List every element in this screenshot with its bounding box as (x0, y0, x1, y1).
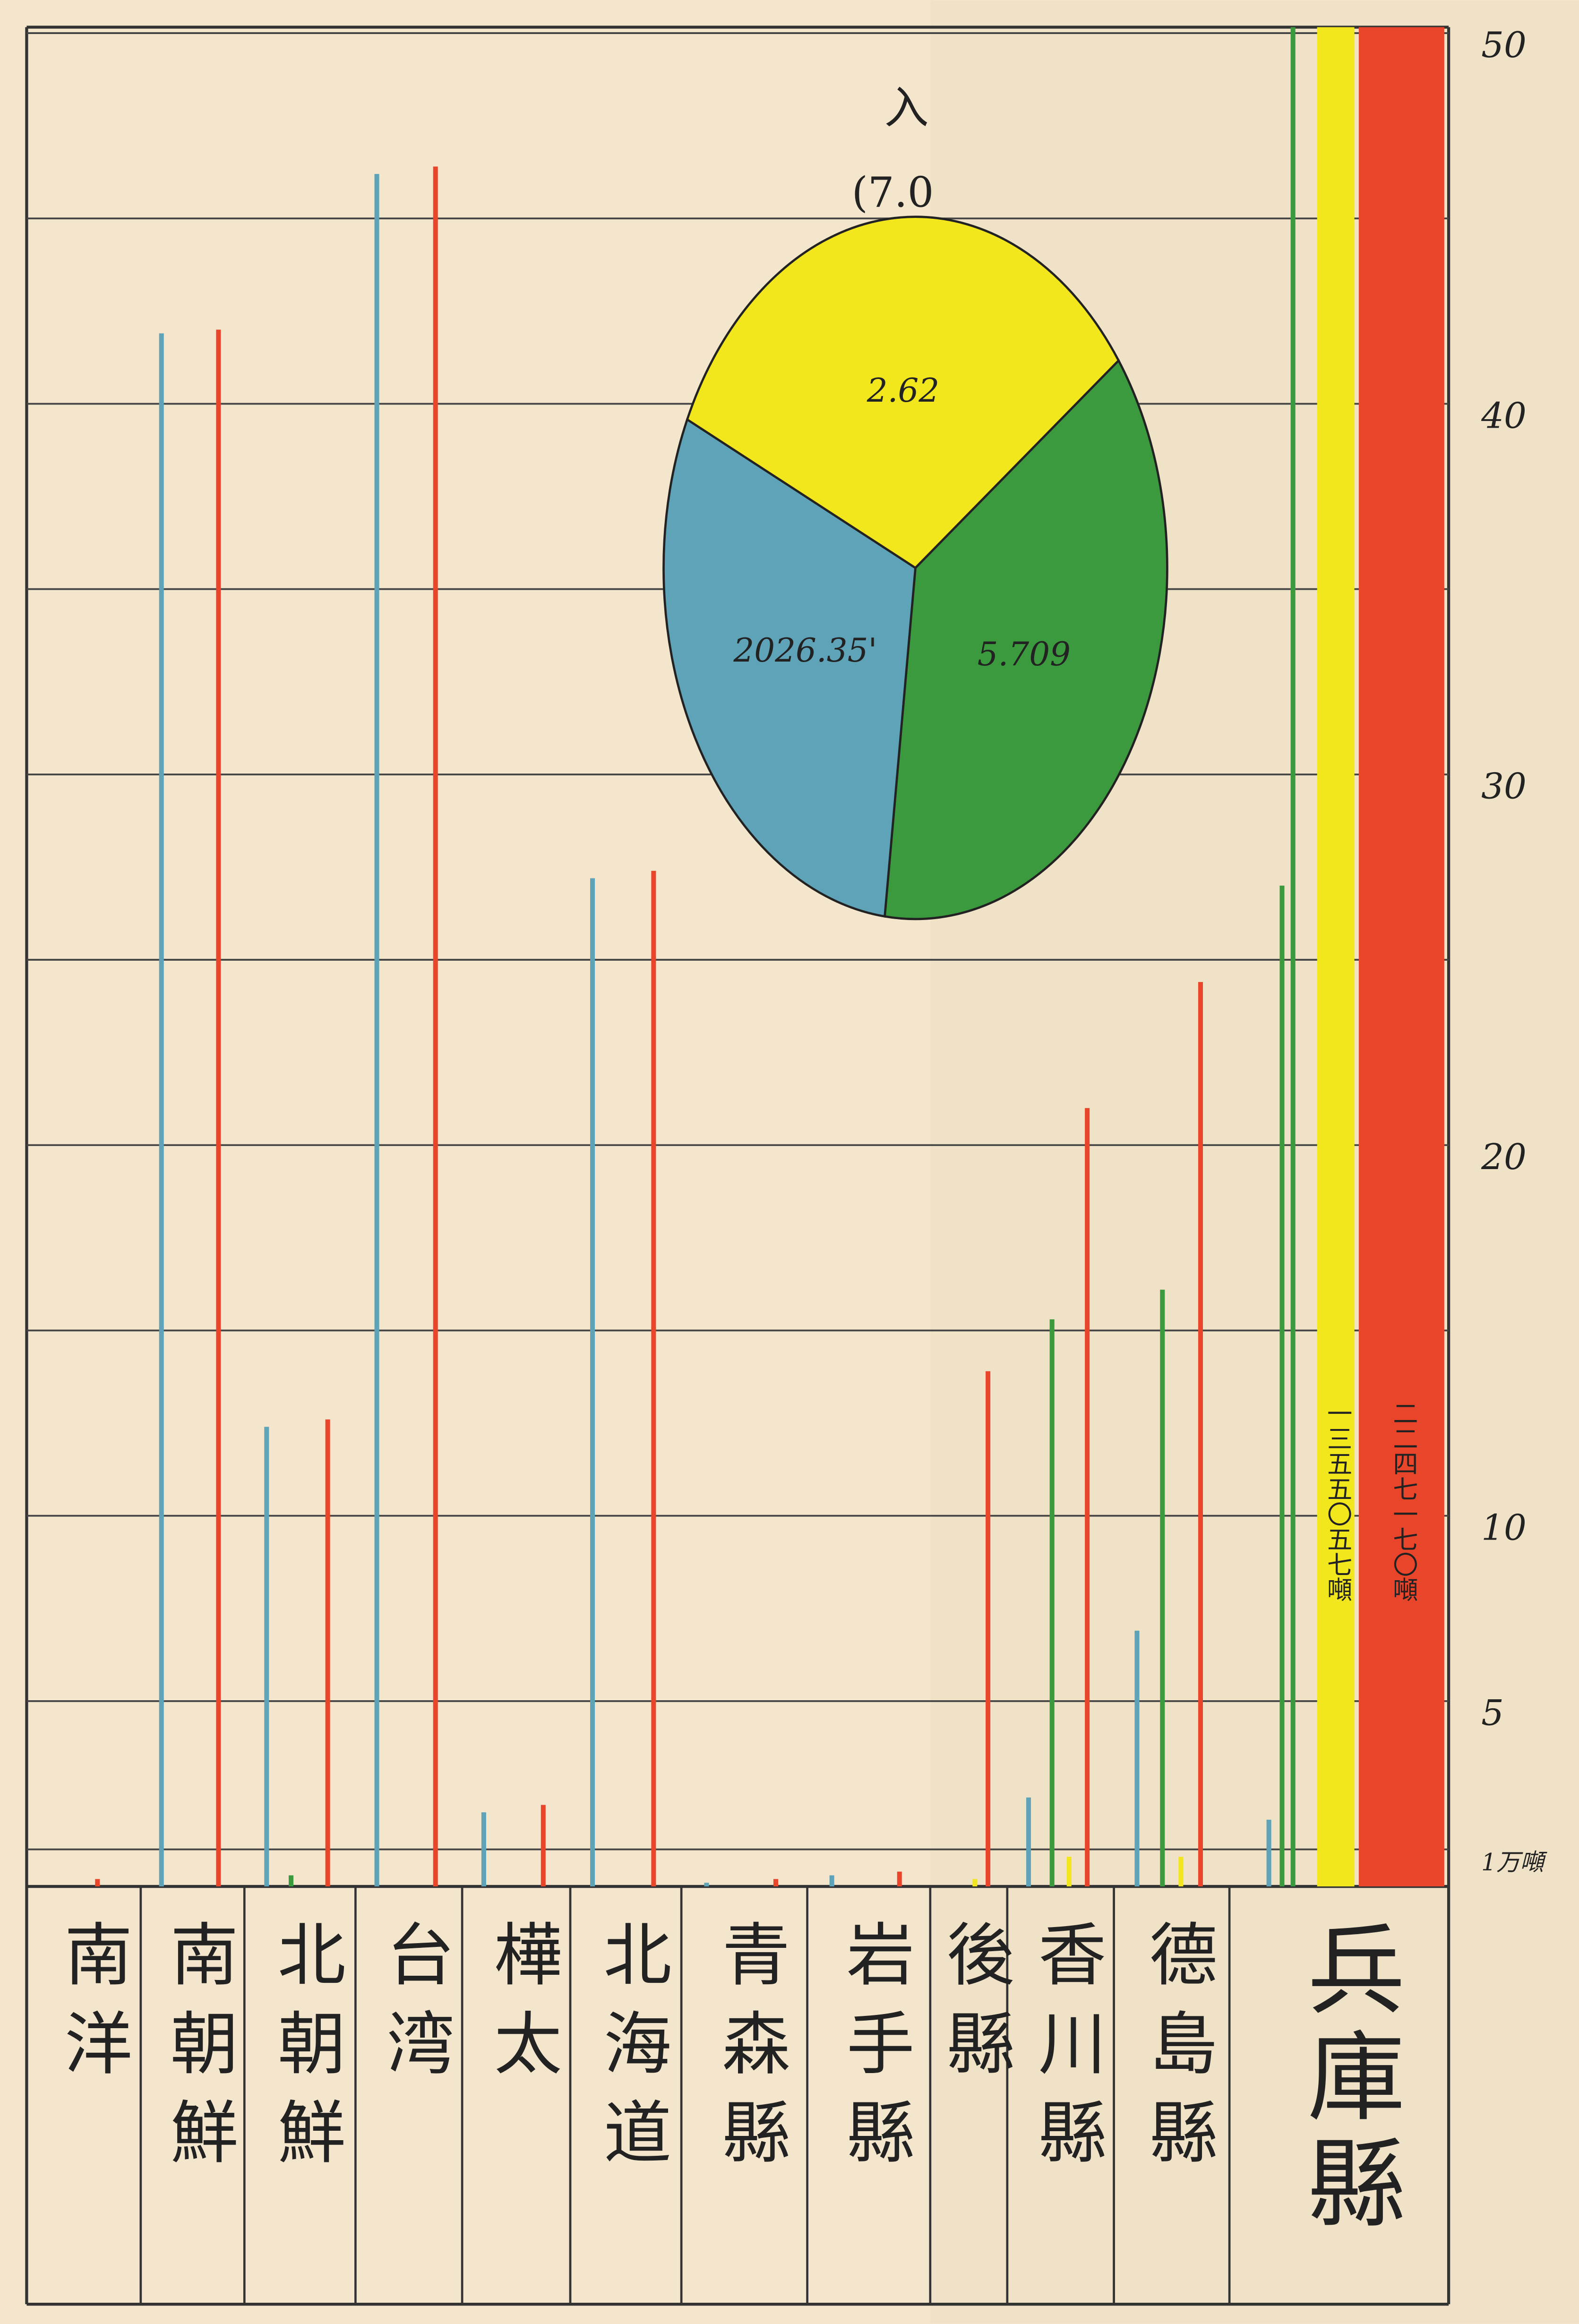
x-tick-label: 兵庫縣 (1291, 1919, 1405, 2239)
pie-subtitle: (7.0 (852, 169, 934, 217)
bar (1317, 27, 1355, 1887)
bar (1134, 1630, 1140, 1887)
y-tick-label: 1万噸 (1481, 1848, 1547, 1876)
y-tick-label: 30 (1481, 766, 1527, 807)
pie-slice (883, 359, 1168, 921)
bar (972, 1879, 978, 1887)
x-tick-label: 後縣 (935, 1919, 1014, 2097)
bar (590, 878, 595, 1887)
bar (325, 1419, 330, 1887)
x-tick-label: 香川縣 (1026, 1919, 1106, 2186)
bar (159, 333, 164, 1887)
pie-slice (662, 418, 917, 918)
x-tick-label: 德島縣 (1137, 1919, 1217, 2186)
bar (1178, 1857, 1184, 1887)
x-tick-label: 青森縣 (710, 1919, 790, 2186)
y-tick-label: 40 (1481, 395, 1527, 436)
bar (704, 1883, 709, 1887)
pie-title: 入 (884, 83, 929, 134)
bar (433, 166, 438, 1887)
x-tick-label: 北海道 (592, 1919, 671, 2186)
y-tick-label: 50 (1481, 24, 1527, 66)
bar (1049, 1319, 1055, 1887)
bar (1198, 982, 1203, 1887)
x-tick-label: 北朝鮮 (266, 1919, 345, 2186)
y-tick-label: 5 (1481, 1692, 1504, 1734)
bar (651, 870, 656, 1887)
y-tick-label: 20 (1481, 1136, 1527, 1178)
x-tick-label: 岩手縣 (834, 1919, 914, 2186)
x-tick-label: 南洋 (52, 1919, 132, 2097)
bar (1066, 1857, 1072, 1887)
bar (1290, 27, 1296, 1887)
x-tick-label: 南朝鮮 (158, 1919, 238, 2186)
pie-annotation: 2.62 (867, 372, 940, 410)
bar (264, 1427, 269, 1887)
bar (829, 1875, 834, 1887)
bar (897, 1871, 902, 1887)
bar (1026, 1797, 1031, 1887)
bar (1266, 1819, 1271, 1887)
pie-slice (686, 215, 1120, 569)
bar (95, 1879, 100, 1887)
bar (1358, 27, 1444, 1887)
bar (773, 1879, 779, 1887)
x-tick-label: 台湾 (375, 1919, 454, 2097)
x-tick-label: 樺太 (482, 1919, 561, 2097)
bar (986, 1371, 991, 1887)
bar (1160, 1290, 1165, 1887)
pie-annotation: 2026.35' (733, 632, 877, 670)
bar (216, 329, 221, 1887)
bar (481, 1812, 486, 1887)
bar (541, 1805, 546, 1887)
value-label: 一三五五〇五七噸 (1323, 1401, 1352, 1602)
bar (374, 174, 379, 1887)
bar (289, 1875, 294, 1887)
bar (1085, 1108, 1090, 1887)
y-tick-label: 10 (1481, 1506, 1527, 1548)
value-label: 二二四七一七〇噸 (1389, 1401, 1418, 1602)
bar (1279, 886, 1285, 1887)
pie-annotation: 5.709 (978, 636, 1071, 673)
